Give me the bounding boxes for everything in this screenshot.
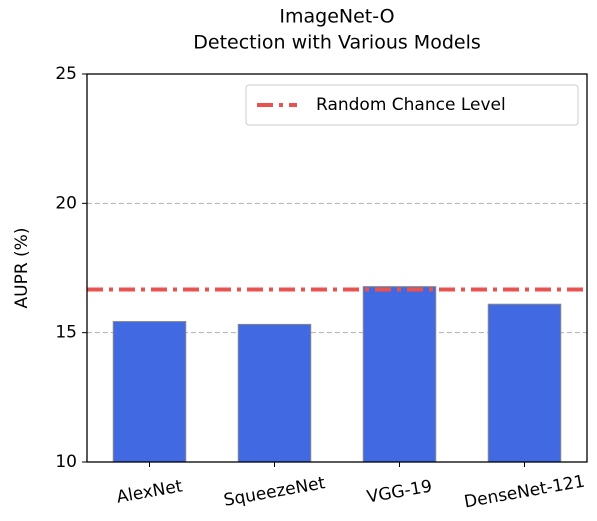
chart-title: Detection with Various Models (193, 32, 481, 54)
legend-label: Random Chance Level (316, 95, 506, 115)
plot-frame (86, 73, 588, 463)
y-tick-label: 25 (55, 64, 77, 84)
bar (362, 286, 437, 463)
legend-box (245, 84, 579, 126)
bar (487, 303, 562, 463)
bar (112, 321, 187, 463)
chart-title: ImageNet-O (279, 6, 394, 28)
x-tick-label: SqueezeNet (222, 473, 327, 511)
x-tick-label: AlexNet (115, 476, 184, 507)
y-tick-label: 15 (55, 323, 77, 343)
y-axis-label: AUPR (%) (12, 228, 32, 309)
x-tick-label: VGG-19 (365, 476, 433, 507)
y-tick-label: 10 (55, 452, 77, 472)
y-tick-label: 20 (55, 193, 77, 213)
x-tick-label: DenseNet-121 (463, 472, 587, 513)
bar (237, 323, 312, 463)
